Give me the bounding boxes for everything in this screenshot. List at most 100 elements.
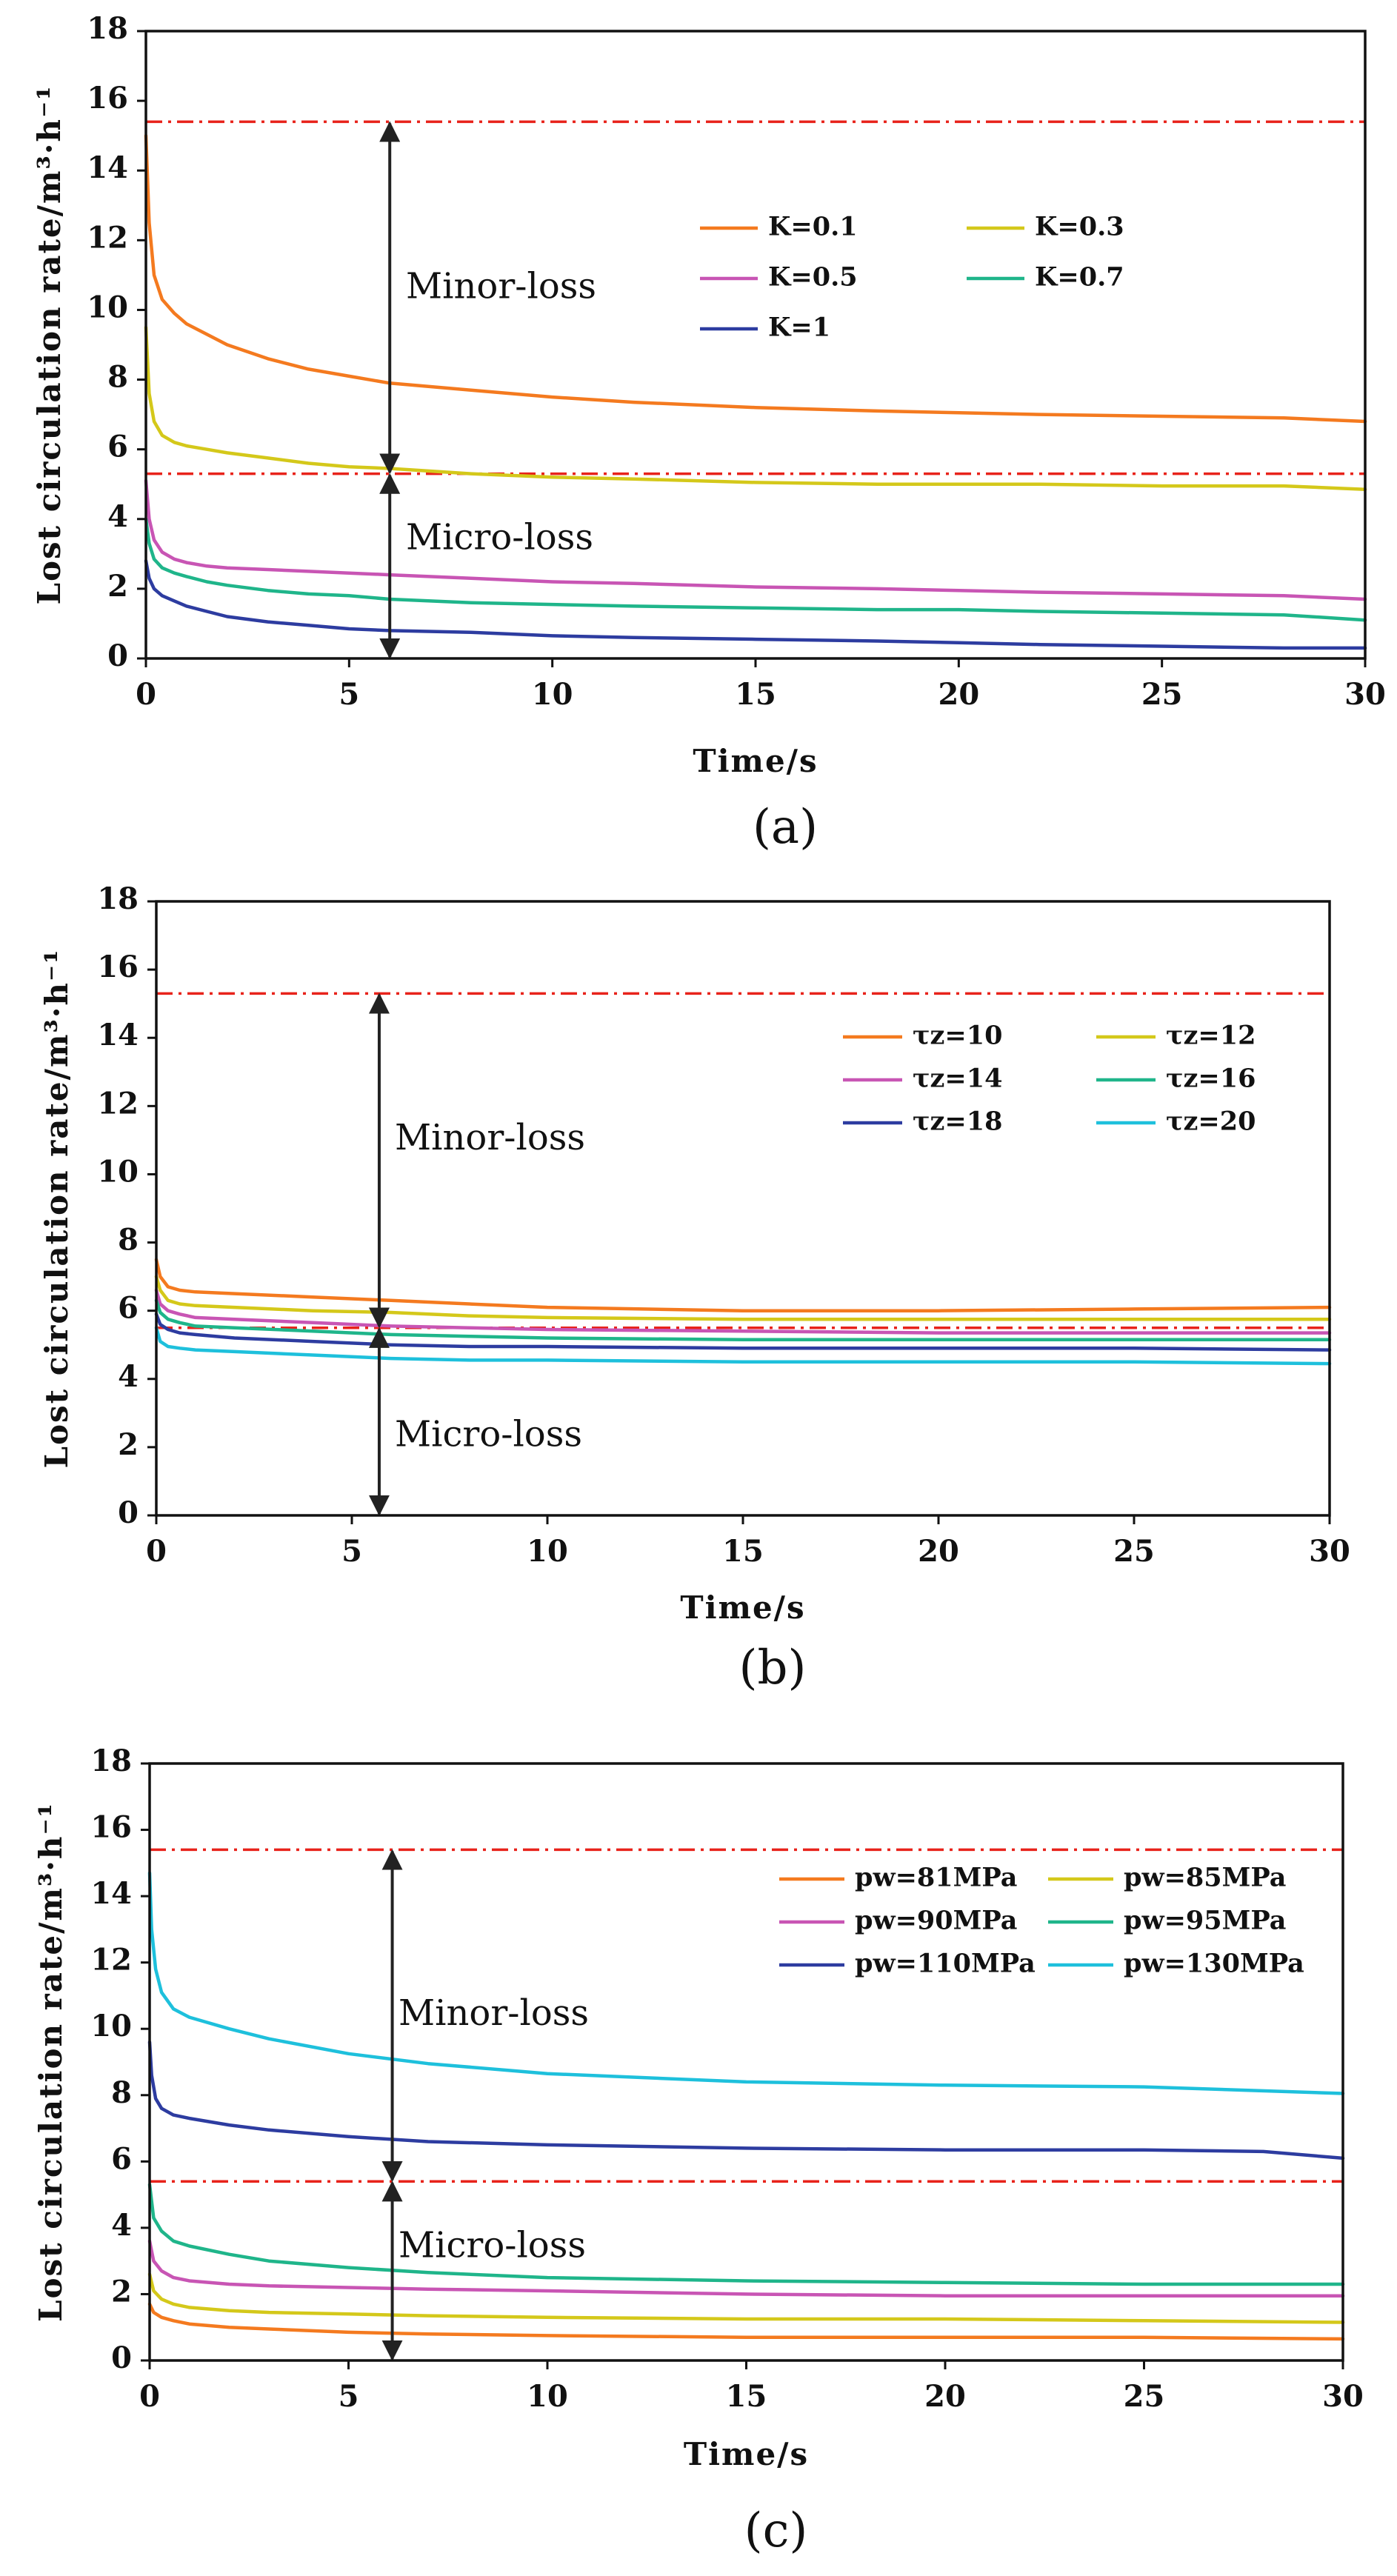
x-tick-label: 0 <box>146 1534 167 1569</box>
x-tick-label: 10 <box>527 2379 568 2414</box>
x-tick-label: 5 <box>339 2379 359 2414</box>
zone-label-1: Minor-loss <box>399 1992 589 2034</box>
y-tick-label: 6 <box>118 1291 139 1326</box>
series-line-3 <box>147 2239 1345 2298</box>
y-tick-label: 4 <box>111 2208 132 2243</box>
series-line-2 <box>154 1275 1332 1321</box>
series-line-6 <box>147 1871 1345 2095</box>
legend-item-5: K=1 <box>700 313 830 343</box>
series-line-4 <box>144 517 1367 622</box>
legend-label: pw=81MPa <box>855 1863 1017 1893</box>
legend-label: K=0.7 <box>1035 262 1124 293</box>
series-line-1 <box>147 2302 1345 2341</box>
panel-caption: (c) <box>744 2503 808 2558</box>
legend-label: τz=20 <box>1166 1107 1256 1137</box>
legend-item-6: pw=130MPa <box>1048 1949 1304 1979</box>
x-tick-label: 0 <box>139 2379 160 2414</box>
x-axis-title: Time/s <box>684 2436 809 2472</box>
legend-label: τz=12 <box>1166 1021 1256 1051</box>
y-tick-label: 12 <box>87 220 128 255</box>
y-tick-label: 10 <box>87 290 128 324</box>
legend-label: K=0.3 <box>1035 212 1124 242</box>
series-line-4 <box>154 1298 1332 1342</box>
zone-label-1: Minor-loss <box>406 266 596 307</box>
y-tick-label: 18 <box>97 881 139 916</box>
series-line-5 <box>147 2040 1345 2160</box>
legend-item-3: K=0.5 <box>700 262 858 293</box>
y-tick-label: 6 <box>111 2141 132 2176</box>
legend-label: pw=85MPa <box>1124 1863 1286 1893</box>
series-line-1 <box>154 1258 1332 1312</box>
y-tick-label: 0 <box>107 638 128 673</box>
series-line-2 <box>147 2272 1345 2324</box>
y-axis-title: Lost circulation rate/m³·h⁻¹ <box>39 948 75 1468</box>
y-tick-label: 12 <box>97 1086 139 1121</box>
series-line-3 <box>154 1288 1332 1335</box>
x-tick-label: 30 <box>1344 677 1386 712</box>
x-tick-label: 5 <box>339 677 359 712</box>
legend-item-4: τz=16 <box>1096 1064 1256 1094</box>
y-tick-label: 8 <box>111 2075 132 2110</box>
zone-label-2: Micro-loss <box>406 517 593 558</box>
legend-label: pw=95MPa <box>1124 1906 1286 1936</box>
chart-panel-1: Minor-loss Micro-loss K=0.1 K=0.3 K=0.5 K=0.7… <box>31 11 1386 855</box>
legend-item-3: τz=14 <box>843 1064 1002 1094</box>
series-line-3 <box>144 478 1367 601</box>
y-tick-label: 6 <box>107 430 128 464</box>
y-tick-label: 12 <box>90 1943 132 1978</box>
x-tick-label: 0 <box>136 677 156 712</box>
legend-item-3: pw=90MPa <box>779 1906 1017 1936</box>
y-tick-label: 14 <box>90 1876 132 1911</box>
y-tick-label: 2 <box>107 569 128 604</box>
x-tick-label: 15 <box>726 2379 767 2414</box>
legend-item-2: pw=85MPa <box>1048 1863 1286 1893</box>
zone-label-2: Micro-loss <box>399 2224 586 2266</box>
y-tick-label: 16 <box>90 1810 132 1845</box>
legend-label: τz=14 <box>913 1064 1002 1094</box>
legend-label: K=0.1 <box>768 212 858 242</box>
chart-panel-2: Minor-loss Micro-loss τz=10 τz=12 τz=14 τz=16… <box>39 881 1350 1695</box>
x-tick-label: 10 <box>527 1534 568 1569</box>
y-tick-label: 10 <box>90 2009 132 2043</box>
x-tick-label: 25 <box>1113 1534 1155 1569</box>
legend-label: τz=18 <box>913 1107 1002 1137</box>
legend-item-4: K=0.7 <box>967 262 1124 293</box>
y-tick-label: 18 <box>90 1744 132 1778</box>
legend-label: τz=10 <box>913 1021 1002 1051</box>
chart-panel-3: Minor-loss Micro-loss pw=81MPa pw=85MPa pw=9… <box>33 1744 1364 2558</box>
y-tick-label: 8 <box>107 360 128 395</box>
zone-label-1: Minor-loss <box>395 1117 585 1158</box>
y-axis-title: Lost circulation rate/m³·h⁻¹ <box>33 1802 69 2322</box>
legend-label: pw=130MPa <box>1124 1949 1304 1979</box>
y-axis-title: Lost circulation rate/m³·h⁻¹ <box>31 84 67 604</box>
series-line-4 <box>147 2183 1345 2286</box>
x-axis-title: Time/s <box>680 1589 805 1626</box>
y-tick-label: 18 <box>87 11 128 46</box>
zone-label-2: Micro-loss <box>395 1414 582 1455</box>
legend-item-5: pw=110MPa <box>779 1949 1036 1979</box>
panel-caption: (a) <box>753 800 818 855</box>
legend-label: pw=110MPa <box>855 1949 1036 1979</box>
y-tick-label: 14 <box>87 150 128 185</box>
legend-item-1: τz=10 <box>843 1021 1002 1051</box>
x-tick-label: 10 <box>532 677 573 712</box>
legend-item-4: pw=95MPa <box>1048 1906 1286 1936</box>
y-tick-label: 4 <box>107 499 128 534</box>
y-tick-label: 14 <box>97 1018 139 1052</box>
x-tick-label: 25 <box>1124 2379 1165 2414</box>
series-line-1 <box>144 133 1367 424</box>
y-tick-label: 2 <box>118 1427 139 1462</box>
x-tick-label: 15 <box>735 677 776 712</box>
y-tick-label: 0 <box>111 2340 132 2375</box>
legend-item-2: K=0.3 <box>967 212 1124 242</box>
x-tick-label: 15 <box>722 1534 764 1569</box>
y-tick-label: 8 <box>118 1223 139 1258</box>
legend-item-6: τz=20 <box>1096 1107 1256 1137</box>
legend-label: pw=90MPa <box>855 1906 1017 1936</box>
legend-item-1: pw=81MPa <box>779 1863 1017 1893</box>
y-tick-label: 4 <box>118 1359 139 1394</box>
legend-item-2: τz=12 <box>1096 1021 1256 1051</box>
legend-label: τz=16 <box>1166 1064 1256 1094</box>
y-tick-label: 16 <box>87 81 128 116</box>
